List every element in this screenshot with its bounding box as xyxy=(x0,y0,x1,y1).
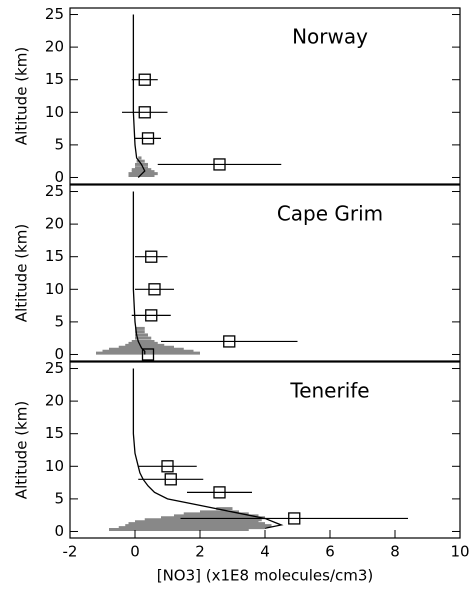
panel-title: Norway xyxy=(292,25,368,49)
point xyxy=(161,460,174,473)
plot-frame xyxy=(69,361,461,539)
y-tick-label: 15 xyxy=(45,70,64,88)
y-tick-label: 25 xyxy=(45,359,64,377)
x-tick-label: 10 xyxy=(450,543,469,561)
y-tick-label: 25 xyxy=(45,182,64,200)
y-tick-label: 10 xyxy=(45,103,64,121)
point xyxy=(141,348,155,361)
y-axis-label: Altitude (km) xyxy=(13,224,31,322)
plot-frame xyxy=(69,184,461,362)
point xyxy=(138,73,151,86)
model-profile xyxy=(132,191,146,355)
point xyxy=(141,132,155,145)
point xyxy=(288,512,301,525)
x-tick-label: 6 xyxy=(325,543,335,561)
y-axis-label: Altitude (km) xyxy=(13,47,31,145)
y-tick-label: 15 xyxy=(45,247,64,265)
model-profile xyxy=(132,14,146,178)
x-tick-label: 2 xyxy=(195,543,205,561)
x-tick-label: 0 xyxy=(130,543,140,561)
point xyxy=(145,250,158,263)
panel-title: Cape Grim xyxy=(277,202,383,226)
y-tick-label: 0 xyxy=(54,522,64,540)
plot-frame xyxy=(69,7,461,185)
point xyxy=(213,486,226,499)
y-tick-label: 5 xyxy=(54,135,64,153)
y-axis-label: Altitude (km) xyxy=(13,401,31,499)
point xyxy=(213,158,226,171)
y-tick-label: 10 xyxy=(45,457,64,475)
point xyxy=(148,283,161,296)
y-tick-label: 25 xyxy=(45,5,64,23)
y-tick-label: 0 xyxy=(54,345,64,363)
point xyxy=(223,335,236,348)
y-tick-label: 15 xyxy=(45,424,64,442)
x-axis-label: [NO3] (x1E8 molecules/cm3) xyxy=(157,567,374,585)
panel-title: Tenerife xyxy=(289,379,369,403)
x-tick-label: 4 xyxy=(260,543,270,561)
y-tick-label: 20 xyxy=(45,38,64,56)
y-tick-label: 0 xyxy=(54,168,64,186)
model-profile xyxy=(132,368,284,529)
x-tick-label: 8 xyxy=(390,543,400,561)
point xyxy=(145,309,158,322)
y-tick-label: 20 xyxy=(45,392,64,410)
y-tick-label: 10 xyxy=(45,280,64,298)
point xyxy=(138,106,151,119)
y-tick-label: 20 xyxy=(45,215,64,233)
y-tick-label: 5 xyxy=(54,312,64,330)
x-tick-label: -2 xyxy=(63,543,78,561)
y-tick-label: 5 xyxy=(54,489,64,507)
point xyxy=(164,473,177,486)
